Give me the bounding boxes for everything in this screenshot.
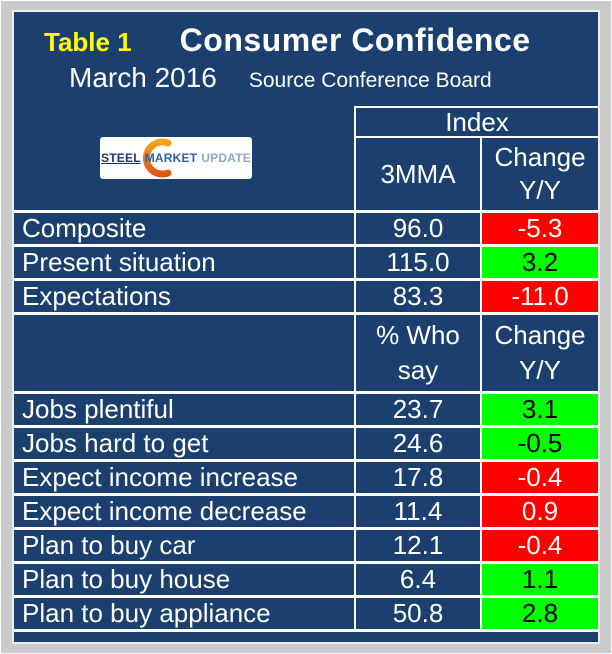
table-row: Plan to buy house 6.4 1.1 <box>14 561 598 595</box>
row-change-yy: -0.4 <box>480 462 598 493</box>
table-row: Expect income increase 17.8 -0.4 <box>14 459 598 493</box>
row-value: 83.3 <box>354 281 480 312</box>
table-row: Expect income decrease 11.4 0.9 <box>14 493 598 527</box>
table-header: STEEL MARKET UPDATE Index 3MMA Change Y/… <box>14 106 598 210</box>
row-label: Expectations <box>22 281 171 311</box>
row-change-yy: 3.1 <box>480 394 598 425</box>
column-header-pct-who-say: % Who say <box>354 315 480 391</box>
row-label: Jobs hard to get <box>22 428 209 458</box>
row-change-yy: 3.2 <box>480 247 598 278</box>
row-change-yy: -11.0 <box>480 281 598 312</box>
row-value: 115.0 <box>354 247 480 278</box>
pct-section-rows: Jobs plentiful 23.7 3.1 Jobs hard to get… <box>14 391 598 632</box>
row-label: Composite <box>22 213 147 243</box>
page-title: Consumer Confidence <box>179 22 531 58</box>
table-row: Jobs hard to get 24.6 -0.5 <box>14 425 598 459</box>
row-value: 11.4 <box>354 496 480 527</box>
table-row: Plan to buy appliance 50.8 2.8 <box>14 595 598 632</box>
row-value: 24.6 <box>354 428 480 459</box>
row-label: Plan to buy car <box>22 530 196 560</box>
row-label: Expect income increase <box>22 462 299 492</box>
row-change-yy: 2.8 <box>480 598 598 629</box>
group-header-index: Index <box>354 106 598 138</box>
row-label: Plan to buy appliance <box>22 598 271 628</box>
row-value: 96.0 <box>354 213 480 244</box>
logo-swoosh-icon <box>143 138 172 178</box>
index-section-rows: Composite 96.0 -5.3 Present situation 11… <box>14 210 598 312</box>
logo-cell: STEEL MARKET UPDATE <box>14 106 354 210</box>
row-change-yy: -0.5 <box>480 428 598 459</box>
table-row: Plan to buy car 12.1 -0.4 <box>14 527 598 561</box>
row-value: 50.8 <box>354 598 480 629</box>
consumer-confidence-panel: Table 1 Consumer Confidence March 2016 S… <box>12 10 600 644</box>
title-row: Table 1 Consumer Confidence <box>14 12 598 58</box>
table-row: Jobs plentiful 23.7 3.1 <box>14 391 598 425</box>
column-header-3mma: 3MMA <box>354 138 480 210</box>
row-value: 17.8 <box>354 462 480 493</box>
steel-market-update-logo: STEEL MARKET UPDATE <box>100 137 252 179</box>
column-header-change-yy-2: Change Y/Y <box>480 315 598 391</box>
table-number-label: Table 1 <box>44 27 132 57</box>
table-row: Present situation 115.0 3.2 <box>14 244 598 278</box>
subtitle-row: March 2016 Source Conference Board <box>14 56 598 98</box>
row-value: 12.1 <box>354 530 480 561</box>
row-label: Present situation <box>22 247 216 277</box>
logo-word-market: MARKET <box>144 151 198 165</box>
row-value: 23.7 <box>354 394 480 425</box>
report-period: March 2016 <box>69 62 217 93</box>
row-change-yy: -0.4 <box>480 530 598 561</box>
logo-word-update: UPDATE <box>201 151 251 165</box>
row-label: Expect income decrease <box>22 496 307 526</box>
row-change-yy: -5.3 <box>480 213 598 244</box>
empty-cell <box>14 315 354 391</box>
row-change-yy: 0.9 <box>480 496 598 527</box>
row-change-yy: 1.1 <box>480 564 598 595</box>
row-label: Plan to buy house <box>22 564 231 594</box>
source-label: Source Conference Board <box>248 69 492 92</box>
table-row: Expectations 83.3 -11.0 <box>14 278 598 312</box>
table-row: Composite 96.0 -5.3 <box>14 210 598 244</box>
logo-word-steel: STEEL <box>101 151 141 165</box>
row-label: Jobs plentiful <box>22 394 174 424</box>
column-header-change-yy: Change Y/Y <box>480 138 598 210</box>
consumer-confidence-table: STEEL MARKET UPDATE Index 3MMA Change Y/… <box>14 106 598 632</box>
pct-section-header: % Who say Change Y/Y <box>14 312 598 391</box>
row-value: 6.4 <box>354 564 480 595</box>
